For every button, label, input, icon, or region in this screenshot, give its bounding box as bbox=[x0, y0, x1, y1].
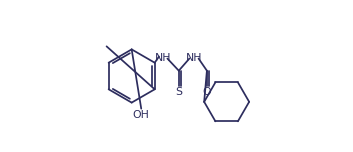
Text: O: O bbox=[203, 87, 211, 97]
Text: NH: NH bbox=[186, 53, 202, 63]
Text: OH: OH bbox=[133, 110, 150, 120]
Text: S: S bbox=[175, 87, 182, 97]
Text: NH: NH bbox=[155, 53, 171, 63]
